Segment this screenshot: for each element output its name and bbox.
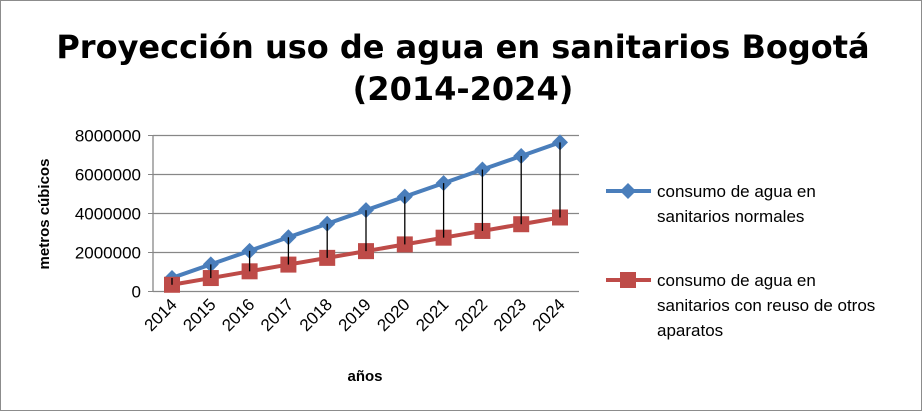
- data-point-square: [358, 243, 374, 260]
- x-tick-label: 2014: [141, 295, 181, 335]
- legend-label: consumo de agua en: [657, 182, 816, 201]
- legend-marker-square: [620, 272, 636, 288]
- chart-title-line-1: Proyección uso de agua en sanitarios Bog…: [56, 28, 869, 66]
- y-tick-label: 2000000: [75, 244, 141, 263]
- x-tick-label: 2022: [451, 295, 491, 335]
- x-tick-label: 2018: [296, 295, 336, 335]
- y-tick-label: 0: [132, 283, 141, 302]
- x-tick-label: 2016: [218, 295, 258, 335]
- x-tick-label: 2017: [257, 295, 297, 335]
- y-tick-label: 8000000: [75, 127, 141, 146]
- x-tick-label: 2019: [335, 295, 375, 335]
- y-axis-label: metros cúbicos: [36, 159, 53, 270]
- chart-title-line-2: (2014-2024): [353, 70, 574, 108]
- legend-marker-diamond: [620, 183, 636, 199]
- x-axis-label: años: [347, 368, 382, 385]
- x-tick-label: 2021: [412, 295, 452, 335]
- y-tick-label: 6000000: [75, 166, 141, 185]
- y-tick-label: 4000000: [75, 205, 141, 224]
- x-tick-label: 2024: [529, 295, 569, 335]
- legend-label: sanitarios normales: [657, 207, 804, 226]
- x-tick-label: 2015: [179, 295, 219, 335]
- x-tick-label: 2023: [490, 295, 530, 335]
- legend-label: sanitarios con reuso de otros: [657, 296, 875, 315]
- legend-label: aparatos: [657, 321, 723, 340]
- legend-label: consumo de agua en: [657, 271, 816, 290]
- x-tick-label: 2020: [373, 295, 413, 335]
